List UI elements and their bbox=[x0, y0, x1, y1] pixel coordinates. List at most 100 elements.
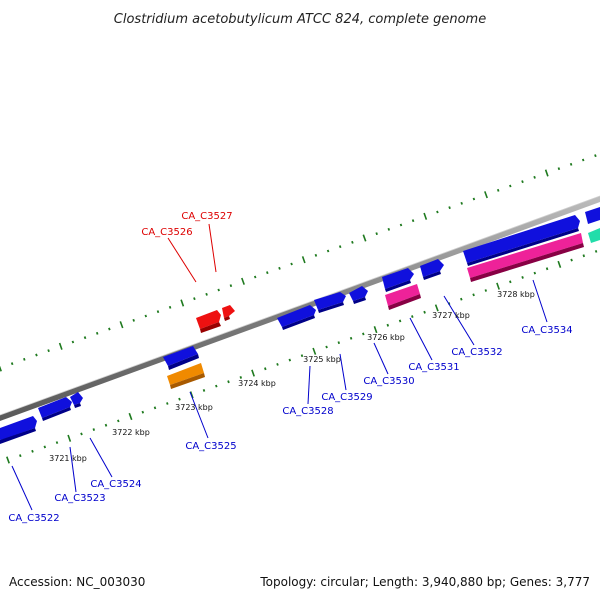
gene-feature-ca-c3534[interactable] bbox=[467, 233, 584, 282]
major-tick bbox=[484, 191, 488, 199]
inner-tick-row bbox=[6, 249, 598, 464]
gene-label-ca-c3529[interactable]: CA_C3529 bbox=[321, 392, 372, 403]
minor-tick bbox=[594, 249, 598, 253]
minor-tick bbox=[202, 389, 206, 392]
tick-label: 3724 kbp bbox=[238, 379, 276, 388]
gene-label-ca-c3531[interactable]: CA_C3531 bbox=[408, 362, 459, 373]
minor-tick bbox=[436, 210, 439, 214]
gene-label-ca-c3530[interactable]: CA_C3530 bbox=[363, 376, 414, 387]
minor-tick bbox=[166, 402, 169, 405]
minor-tick bbox=[509, 280, 512, 284]
minor-tick bbox=[411, 315, 414, 318]
gene-feature-ca-c3526[interactable] bbox=[196, 310, 221, 333]
minor-tick bbox=[288, 358, 292, 362]
major-tick bbox=[58, 342, 63, 350]
minor-tick bbox=[351, 240, 354, 244]
major-tick bbox=[434, 304, 439, 312]
minor-tick bbox=[31, 449, 34, 453]
minor-tick bbox=[205, 292, 208, 296]
gene-label-ca-c3534[interactable]: CA_C3534 bbox=[521, 325, 572, 336]
gene-feature-blue-6[interactable] bbox=[420, 259, 444, 280]
minor-tick bbox=[141, 410, 145, 414]
gene-label-ca-c3528[interactable]: CA_C3528 bbox=[282, 406, 333, 417]
gene-label-ca-c3522[interactable]: CA_C3522 bbox=[8, 513, 59, 524]
minor-tick bbox=[290, 262, 293, 266]
minor-tick bbox=[193, 297, 196, 301]
gene-feature-ca-c3531[interactable] bbox=[385, 284, 421, 310]
gene-feature-ca-c3530[interactable] bbox=[382, 268, 414, 292]
major-tick bbox=[189, 391, 194, 399]
map-title: Clostridium acetobutylicum ATCC 824, com… bbox=[114, 12, 486, 27]
major-tick bbox=[496, 282, 500, 290]
minor-tick bbox=[264, 367, 267, 371]
minor-tick bbox=[362, 332, 365, 336]
gene-label-ca-c3523[interactable]: CA_C3523 bbox=[54, 493, 105, 504]
minor-tick bbox=[276, 362, 279, 366]
minor-tick bbox=[178, 397, 181, 401]
genome-backbone bbox=[0, 195, 600, 421]
gene-feature-teal-edge[interactable] bbox=[588, 228, 600, 243]
minor-tick bbox=[349, 336, 353, 340]
gene-feature-blue-2[interactable] bbox=[38, 397, 72, 421]
gene-label-ca-c3532[interactable]: CA_C3532 bbox=[451, 347, 502, 358]
minor-tick bbox=[55, 441, 59, 445]
gene-feature-blue-5[interactable] bbox=[349, 286, 368, 304]
minor-tick bbox=[47, 349, 50, 353]
minor-tick bbox=[117, 419, 120, 423]
minor-tick bbox=[71, 340, 75, 344]
minor-tick bbox=[533, 175, 536, 179]
summary-text: Topology: circular; Length: 3,940,880 bp… bbox=[259, 575, 590, 589]
gene-label-ca-c3526[interactable]: CA_C3526 bbox=[141, 227, 192, 238]
major-tick bbox=[0, 365, 2, 372]
minor-tick bbox=[472, 293, 475, 297]
minor-tick bbox=[521, 180, 524, 184]
minor-tick bbox=[156, 310, 160, 314]
major-tick bbox=[241, 277, 245, 285]
minor-tick bbox=[266, 271, 269, 275]
major-tick bbox=[301, 256, 306, 264]
minor-tick bbox=[108, 327, 111, 331]
tick-label: 3726 kbp bbox=[367, 333, 405, 342]
gene-feature-ca-c3528[interactable] bbox=[277, 305, 316, 330]
minor-tick bbox=[399, 223, 403, 227]
minor-tick bbox=[509, 184, 512, 188]
gene-feature-blue-edge[interactable] bbox=[585, 207, 600, 224]
gene-label-ca-c3525[interactable]: CA_C3525 bbox=[185, 441, 236, 452]
minor-tick bbox=[95, 331, 99, 335]
minor-tick bbox=[570, 258, 573, 262]
minor-tick bbox=[92, 428, 96, 431]
minor-tick bbox=[338, 245, 342, 249]
gene-feature-blue-long[interactable] bbox=[463, 215, 580, 266]
gene-feature-blue-4[interactable] bbox=[163, 346, 199, 370]
major-tick bbox=[128, 412, 133, 421]
minor-tick bbox=[10, 362, 14, 366]
gene-feature-ca-c3529[interactable] bbox=[314, 292, 346, 313]
minor-tick bbox=[19, 454, 22, 458]
minor-tick bbox=[227, 380, 230, 384]
minor-tick bbox=[581, 158, 585, 162]
gene-feature-ca-c3525[interactable] bbox=[167, 363, 205, 389]
minor-tick bbox=[326, 249, 330, 253]
minor-tick bbox=[23, 357, 26, 361]
minor-tick bbox=[104, 423, 108, 427]
tick-labels: 3721 kbp 3722 kbp 3723 kbp 3724 kbp 3725… bbox=[49, 290, 535, 463]
tick-label: 3727 kbp bbox=[432, 311, 470, 320]
tick-label: 3722 kbp bbox=[112, 428, 150, 437]
minor-tick bbox=[387, 227, 391, 231]
minor-tick bbox=[229, 284, 233, 288]
gene-label-ca-c3524[interactable]: CA_C3524 bbox=[90, 479, 141, 490]
gene-label-ca-c3527[interactable]: CA_C3527 bbox=[181, 211, 232, 222]
gene-feature-blue-3[interactable] bbox=[70, 392, 83, 408]
tick-label: 3723 kbp bbox=[175, 403, 213, 412]
gene-feature-ca-c3527[interactable] bbox=[222, 305, 235, 321]
minor-tick bbox=[239, 376, 243, 379]
major-tick bbox=[6, 456, 10, 464]
major-tick bbox=[557, 260, 562, 268]
minor-tick bbox=[337, 341, 341, 345]
minor-tick bbox=[375, 232, 378, 236]
minor-tick bbox=[153, 406, 157, 410]
minor-tick bbox=[496, 188, 500, 192]
gene-feature-blue-1[interactable] bbox=[0, 416, 37, 444]
major-tick bbox=[251, 369, 255, 377]
